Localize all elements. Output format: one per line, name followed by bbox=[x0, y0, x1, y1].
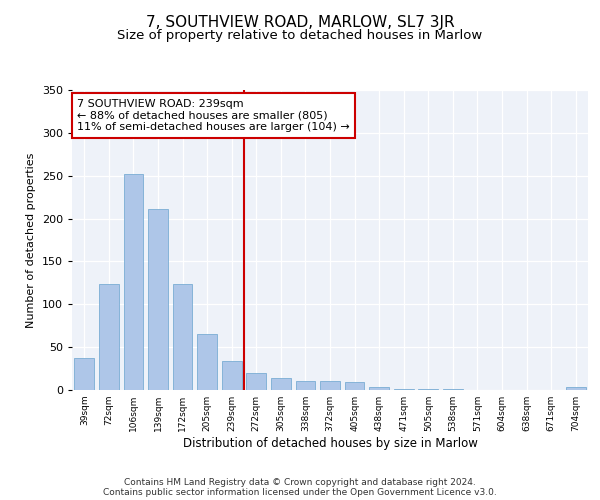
Bar bbox=[222, 361, 242, 390]
Text: Contains HM Land Registry data © Crown copyright and database right 2024.
Contai: Contains HM Land Registry data © Crown c… bbox=[103, 478, 497, 497]
Bar bbox=[99, 284, 119, 390]
Bar bbox=[443, 389, 463, 390]
Text: Size of property relative to detached houses in Marlow: Size of property relative to detached ho… bbox=[118, 28, 482, 42]
Bar bbox=[271, 378, 290, 390]
Bar bbox=[148, 209, 168, 390]
Bar bbox=[296, 382, 315, 390]
Bar bbox=[394, 389, 413, 390]
Bar bbox=[566, 388, 586, 390]
Y-axis label: Number of detached properties: Number of detached properties bbox=[26, 152, 36, 328]
Bar bbox=[197, 334, 217, 390]
Bar bbox=[173, 284, 193, 390]
Text: 7, SOUTHVIEW ROAD, MARLOW, SL7 3JR: 7, SOUTHVIEW ROAD, MARLOW, SL7 3JR bbox=[146, 15, 454, 30]
Bar bbox=[247, 373, 266, 390]
Bar bbox=[418, 389, 438, 390]
X-axis label: Distribution of detached houses by size in Marlow: Distribution of detached houses by size … bbox=[182, 437, 478, 450]
Bar bbox=[345, 382, 364, 390]
Bar bbox=[320, 382, 340, 390]
Bar bbox=[124, 174, 143, 390]
Bar bbox=[74, 358, 94, 390]
Text: 7 SOUTHVIEW ROAD: 239sqm
← 88% of detached houses are smaller (805)
11% of semi-: 7 SOUTHVIEW ROAD: 239sqm ← 88% of detach… bbox=[77, 99, 350, 132]
Bar bbox=[370, 386, 389, 390]
